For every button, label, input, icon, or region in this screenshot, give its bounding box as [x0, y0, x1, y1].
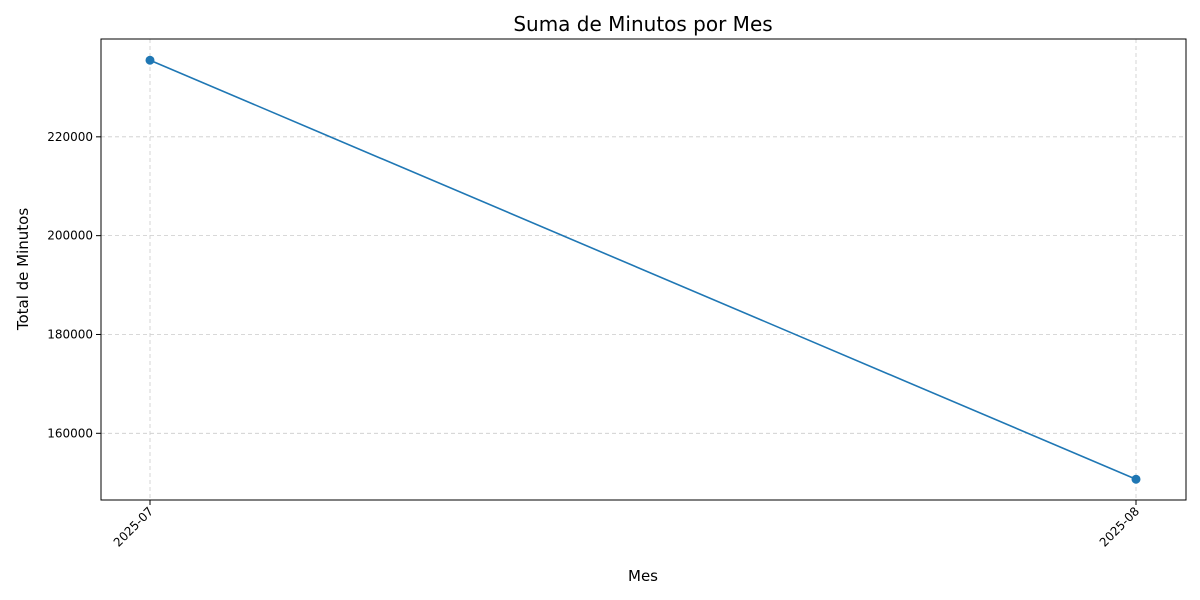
grid-layer: [101, 39, 1186, 500]
y-tick-label: 200000: [47, 229, 93, 243]
y-tick-label: 180000: [47, 327, 93, 341]
x-tick-label: 2025-07: [111, 504, 156, 549]
chart-title: Suma de Minutos por Mes: [513, 12, 772, 36]
x-tick-label: 2025-08: [1097, 504, 1142, 549]
data-point: [145, 55, 155, 65]
y-axis-ticks: 160000 180000 200000 220000: [47, 130, 101, 440]
y-tick-label: 220000: [47, 130, 93, 144]
y-axis-label: Total de Minutos: [14, 208, 32, 331]
series-line: [149, 59, 1137, 480]
data-point: [1131, 474, 1141, 484]
plot-frame: [100, 38, 1187, 501]
x-axis-ticks: 2025-07 2025-08: [111, 500, 1142, 550]
x-axis-label: Mes: [628, 567, 658, 585]
series-layer: [145, 55, 1141, 484]
y-tick-label: 160000: [47, 426, 93, 440]
